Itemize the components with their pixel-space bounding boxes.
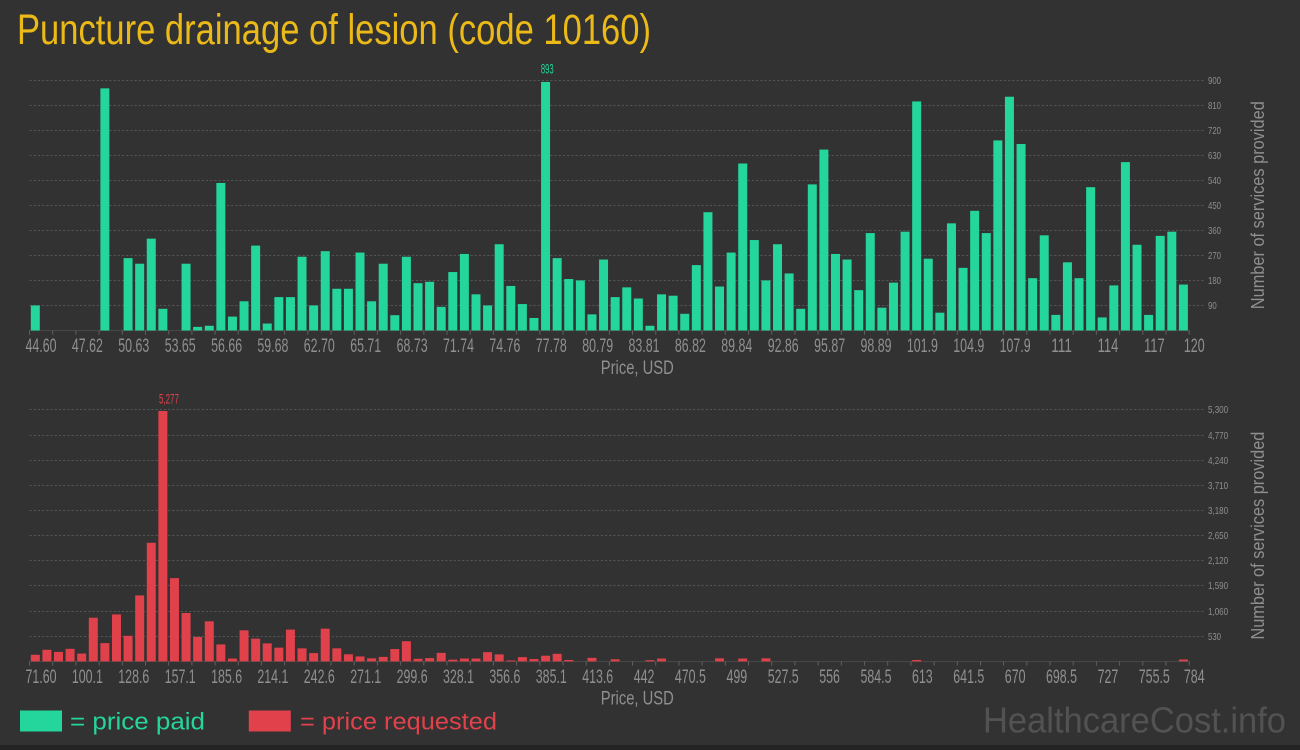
svg-text:86.82: 86.82 [675, 336, 706, 357]
svg-text:90: 90 [1208, 300, 1217, 312]
svg-text:89.84: 89.84 [721, 336, 752, 357]
svg-text:328.1: 328.1 [443, 667, 474, 688]
svg-text:Price, USD: Price, USD [601, 688, 674, 710]
svg-text:385.1: 385.1 [536, 667, 567, 688]
svg-text:Price, USD: Price, USD [601, 357, 674, 379]
svg-text:530: 530 [1208, 631, 1221, 643]
svg-text:80.79: 80.79 [582, 336, 613, 357]
svg-text:784: 784 [1184, 667, 1205, 688]
svg-text:157.1: 157.1 [165, 667, 196, 688]
svg-text:900: 900 [1208, 75, 1221, 87]
svg-text:50.63: 50.63 [118, 336, 149, 357]
svg-text:= price requested: = price requested [300, 709, 497, 736]
svg-text:111: 111 [1051, 336, 1072, 357]
svg-text:5,300: 5,300 [1208, 404, 1228, 416]
svg-text:630: 630 [1208, 150, 1221, 162]
svg-text:56.66: 56.66 [211, 336, 242, 357]
svg-text:584.5: 584.5 [861, 667, 892, 688]
svg-text:98.89: 98.89 [861, 336, 892, 357]
svg-text:95.87: 95.87 [814, 336, 845, 357]
svg-text:2,120: 2,120 [1208, 555, 1228, 567]
svg-text:44.60: 44.60 [26, 336, 57, 357]
svg-text:128.6: 128.6 [118, 667, 149, 688]
svg-text:413.6: 413.6 [582, 667, 613, 688]
svg-text:71.60: 71.60 [26, 667, 57, 688]
svg-text:698.5: 698.5 [1046, 667, 1077, 688]
svg-text:71.74: 71.74 [443, 336, 474, 357]
svg-text:442: 442 [634, 667, 655, 688]
svg-text:68.73: 68.73 [397, 336, 428, 357]
svg-text:893: 893 [541, 61, 554, 77]
svg-text:299.6: 299.6 [397, 667, 428, 688]
svg-text:755.5: 755.5 [1139, 667, 1170, 688]
svg-text:670: 670 [1005, 667, 1026, 688]
svg-text:83.81: 83.81 [629, 336, 660, 357]
svg-text:114: 114 [1098, 336, 1119, 357]
svg-text:77.78: 77.78 [536, 336, 567, 357]
svg-text:62.70: 62.70 [304, 336, 335, 357]
svg-text:470.5: 470.5 [675, 667, 706, 688]
svg-text:271.1: 271.1 [350, 667, 381, 688]
svg-text:360: 360 [1208, 225, 1221, 237]
svg-text:180: 180 [1208, 275, 1221, 287]
svg-text:727: 727 [1098, 667, 1119, 688]
svg-text:HealthcareCost.info: HealthcareCost.info [983, 700, 1286, 741]
svg-text:47.62: 47.62 [72, 336, 103, 357]
svg-text:100.1: 100.1 [72, 667, 103, 688]
svg-text:53.65: 53.65 [165, 336, 196, 357]
svg-text:3,180: 3,180 [1208, 505, 1228, 517]
svg-text:107.9: 107.9 [1000, 336, 1031, 357]
svg-text:540: 540 [1208, 175, 1221, 187]
svg-text:4,240: 4,240 [1208, 455, 1228, 467]
svg-text:641.5: 641.5 [953, 667, 984, 688]
svg-text:499: 499 [727, 667, 748, 688]
svg-text:92.86: 92.86 [768, 336, 799, 357]
svg-text:450: 450 [1208, 200, 1221, 212]
svg-text:= price paid: = price paid [70, 709, 205, 736]
svg-text:242.6: 242.6 [304, 667, 335, 688]
svg-text:185.6: 185.6 [211, 667, 242, 688]
svg-text:720: 720 [1208, 125, 1221, 137]
svg-text:2,650: 2,650 [1208, 530, 1228, 542]
svg-text:Number of services provided: Number of services provided [1247, 432, 1268, 640]
svg-text:120: 120 [1184, 336, 1205, 357]
svg-text:5,277: 5,277 [159, 390, 179, 406]
svg-text:59.68: 59.68 [257, 336, 288, 357]
svg-text:4,770: 4,770 [1208, 430, 1228, 442]
svg-text:Number of services provided: Number of services provided [1247, 101, 1268, 309]
svg-text:117: 117 [1144, 336, 1165, 357]
svg-text:270: 270 [1208, 250, 1221, 262]
svg-text:3,710: 3,710 [1208, 480, 1228, 492]
svg-text:65.71: 65.71 [350, 336, 381, 357]
svg-text:Puncture drainage of lesion (c: Puncture drainage of lesion (code 10160) [17, 7, 651, 54]
svg-text:214.1: 214.1 [257, 667, 288, 688]
svg-text:527.5: 527.5 [768, 667, 799, 688]
svg-text:556: 556 [819, 667, 840, 688]
svg-text:613: 613 [912, 667, 933, 688]
svg-text:74.76: 74.76 [489, 336, 520, 357]
svg-text:104.9: 104.9 [953, 336, 984, 357]
svg-text:101.9: 101.9 [907, 336, 938, 357]
svg-text:1,590: 1,590 [1208, 580, 1228, 592]
svg-text:1,060: 1,060 [1208, 606, 1228, 618]
svg-text:356.6: 356.6 [489, 667, 520, 688]
svg-text:810: 810 [1208, 100, 1221, 112]
